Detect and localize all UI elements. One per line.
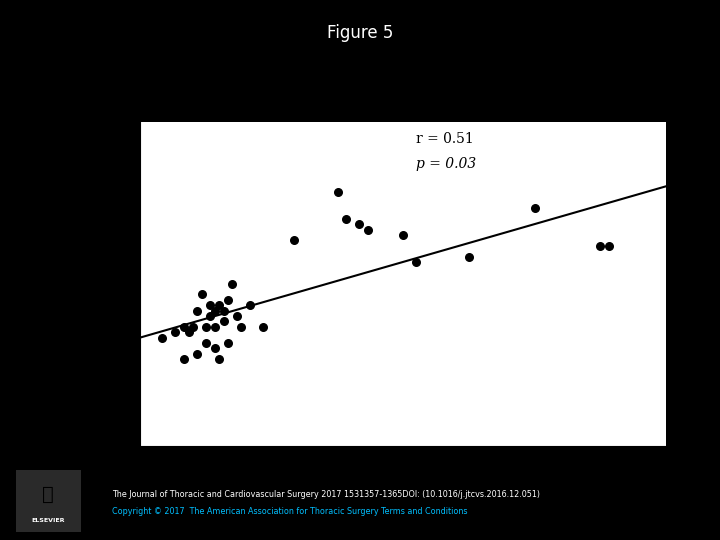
- Point: [200, 339, 212, 347]
- Point: [183, 328, 194, 336]
- Point: [156, 333, 168, 342]
- Text: Figure 5: Figure 5: [327, 24, 393, 42]
- Point: [192, 306, 203, 315]
- Point: [204, 312, 216, 320]
- Point: [463, 252, 474, 261]
- Point: [528, 204, 540, 212]
- Point: [231, 312, 243, 320]
- Point: [209, 322, 220, 331]
- Point: [341, 214, 352, 223]
- Text: p = 0.03: p = 0.03: [416, 157, 477, 171]
- Point: [257, 322, 269, 331]
- Point: [603, 241, 615, 250]
- Point: [218, 306, 230, 315]
- Point: [204, 301, 216, 309]
- Point: [214, 355, 225, 363]
- Text: ELSEVIER: ELSEVIER: [32, 518, 65, 523]
- Point: [595, 241, 606, 250]
- X-axis label: MPO (AOD/min/mg protein): MPO (AOD/min/mg protein): [297, 475, 510, 489]
- Point: [244, 301, 256, 309]
- Point: [362, 225, 374, 234]
- Point: [222, 295, 234, 304]
- Point: [354, 220, 365, 228]
- Point: [179, 355, 190, 363]
- Point: [410, 258, 422, 266]
- Point: [192, 349, 203, 358]
- Point: [218, 317, 230, 326]
- Point: [209, 306, 220, 315]
- Text: 🌲: 🌲: [42, 485, 54, 504]
- Point: [214, 301, 225, 309]
- Text: Copyright © 2017  The American Association for Thoracic Surgery Terms and Condit: Copyright © 2017 The American Associatio…: [112, 507, 467, 516]
- Point: [222, 339, 234, 347]
- Point: [209, 344, 220, 353]
- Point: [200, 322, 212, 331]
- Point: [227, 279, 238, 288]
- Point: [187, 322, 199, 331]
- Text: r = 0.51: r = 0.51: [416, 132, 474, 146]
- Point: [179, 322, 190, 331]
- Point: [332, 187, 343, 196]
- Point: [288, 236, 300, 245]
- Y-axis label: Inhomogeneity Index: Inhomogeneity Index: [91, 201, 104, 366]
- Point: [397, 231, 409, 239]
- Point: [170, 328, 181, 336]
- Point: [196, 290, 207, 299]
- Point: [235, 322, 247, 331]
- Text: The Journal of Thoracic and Cardiovascular Surgery 2017 1531357-1365DOI: (10.101: The Journal of Thoracic and Cardiovascul…: [112, 490, 539, 500]
